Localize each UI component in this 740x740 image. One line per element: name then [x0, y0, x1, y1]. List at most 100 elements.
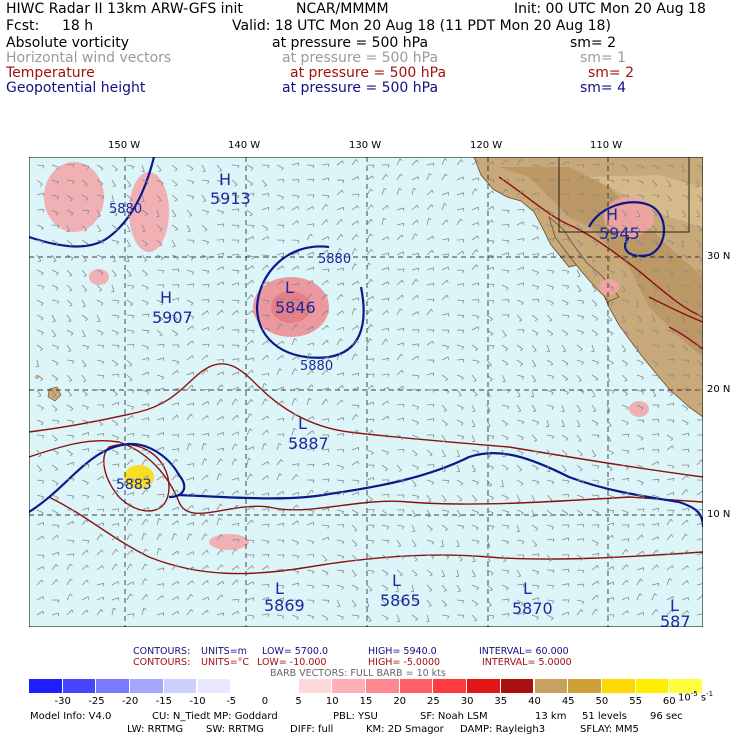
wind-barb	[231, 254, 240, 256]
wind-barb	[141, 403, 149, 406]
colorbar-unit-exp: -5	[690, 690, 698, 698]
wind-barb-flag	[355, 159, 359, 163]
wind-barb-flag	[296, 542, 299, 546]
wind-barb	[366, 554, 374, 559]
field-sm-wind: sm= 1	[580, 50, 627, 66]
wind-barb-flag	[191, 181, 195, 185]
wind-barb	[471, 599, 478, 605]
wind-barb	[336, 267, 344, 271]
wind-barb	[336, 539, 344, 543]
wind-barb-flag	[653, 184, 657, 187]
wind-barb	[231, 269, 240, 272]
wind-barb	[681, 404, 689, 409]
wind-barb	[591, 179, 600, 181]
wind-barb	[306, 539, 314, 542]
wind-barb	[546, 269, 554, 272]
wind-barb-flag	[339, 353, 343, 356]
wind-barb	[651, 461, 659, 466]
wind-barb	[531, 434, 538, 441]
wind-barb-flag	[145, 594, 149, 598]
wind-barb-flag	[354, 544, 358, 547]
colorbar-segment	[96, 679, 131, 693]
wind-barb	[141, 608, 145, 616]
wind-barb	[231, 522, 239, 526]
wind-barb-flag	[386, 526, 390, 530]
wind-barb	[261, 508, 269, 511]
wind-barb	[486, 404, 491, 412]
wind-barb-flag	[267, 165, 270, 169]
wind-barb-flag	[131, 166, 135, 170]
wind-barb	[216, 384, 222, 391]
wind-barb-flag	[491, 497, 494, 501]
wind-barb	[696, 164, 703, 169]
wind-barb	[216, 564, 222, 571]
wind-barb	[156, 493, 164, 496]
wind-barb	[186, 340, 193, 346]
field-name-vorticity: Absolute vorticity	[6, 35, 129, 51]
wind-barb	[606, 509, 614, 512]
wind-barb	[576, 224, 583, 230]
wind-barb-flag	[237, 195, 240, 199]
wind-barb-flag	[237, 270, 240, 274]
wind-barb-flag	[129, 518, 133, 521]
wind-barb	[201, 239, 209, 243]
wind-barb-flag	[432, 389, 435, 393]
wind-barb	[261, 354, 268, 361]
wind-barb	[321, 569, 329, 574]
wind-barb	[351, 205, 358, 211]
wind-barb-flag	[668, 199, 672, 202]
wind-barb	[636, 550, 644, 556]
wind-barb	[486, 239, 494, 242]
wind-barb	[516, 252, 524, 256]
wind-barb	[171, 268, 179, 271]
wind-barb-flag	[100, 168, 104, 171]
wind-barb-flag	[312, 600, 315, 604]
wind-barb-flag	[597, 524, 600, 528]
wind-barb-flag	[342, 556, 345, 560]
wind-barb-flag	[132, 315, 135, 319]
wind-barb-flag	[325, 398, 328, 402]
wind-barb-flag	[191, 384, 194, 388]
wind-barb-flag	[222, 359, 225, 363]
wind-barb	[531, 584, 539, 587]
wind-barb	[576, 193, 584, 196]
wind-barb-flag	[158, 200, 162, 202]
wind-barb	[126, 492, 134, 496]
wind-barb	[576, 314, 584, 318]
wind-barb	[531, 419, 539, 423]
wind-barb-flag	[504, 423, 508, 427]
wind-barb	[321, 524, 329, 527]
wind-barb	[636, 389, 644, 393]
wind-barb-flag	[477, 361, 480, 365]
wind-barb	[81, 194, 89, 200]
wind-barb-flag	[175, 228, 179, 232]
wind-barb-flag	[145, 518, 149, 522]
wind-barb	[51, 509, 59, 514]
wind-barb-flag	[237, 300, 240, 304]
wind-barb-flag	[297, 298, 300, 303]
wind-barb-flag	[267, 255, 270, 259]
wind-barb	[576, 538, 584, 541]
wind-barb-flag	[83, 289, 87, 292]
wind-barb-flag	[145, 548, 148, 552]
weather-map[interactable]	[29, 157, 703, 627]
wind-barb	[471, 160, 478, 166]
wind-barb-flag	[533, 350, 537, 352]
wind-barb-flag	[237, 240, 240, 244]
wind-barb	[621, 579, 628, 586]
wind-barb	[81, 329, 86, 337]
wind-barb-flag	[686, 610, 689, 614]
wind-barb	[381, 524, 389, 528]
wind-barb	[531, 614, 539, 618]
wind-barb	[486, 314, 493, 320]
wind-barb-flag	[431, 250, 434, 254]
wind-barb-flag	[127, 245, 131, 248]
wind-barb	[276, 459, 282, 466]
wind-barb	[411, 599, 419, 603]
wind-barb	[381, 205, 388, 211]
wind-barb-flag	[597, 225, 600, 229]
wind-barb	[156, 518, 160, 526]
wind-barb-flag	[42, 566, 45, 570]
wind-barb	[261, 254, 270, 256]
wind-barb	[201, 343, 209, 346]
